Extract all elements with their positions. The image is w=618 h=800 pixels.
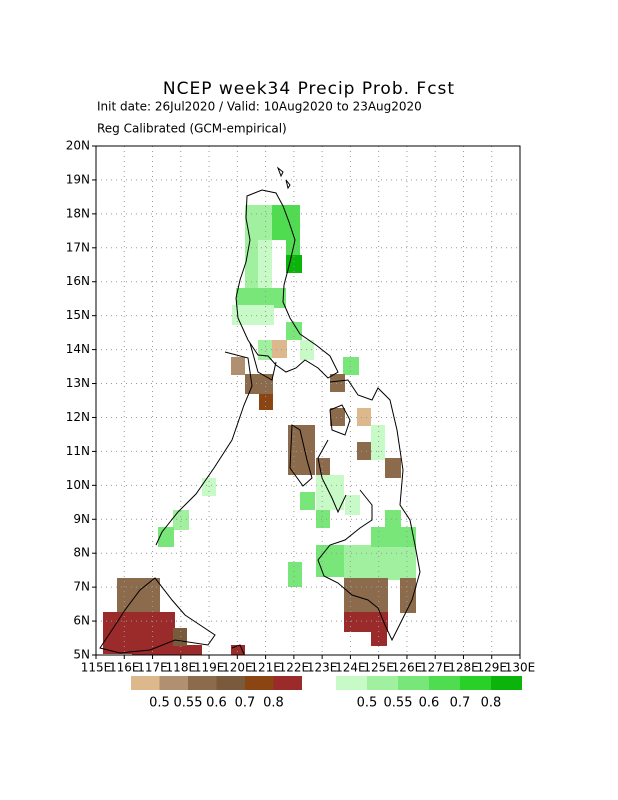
legend-swatch	[245, 676, 274, 690]
x-tick-label: 118E	[166, 661, 197, 675]
forecast-cell	[232, 305, 274, 325]
legend-swatch	[216, 676, 245, 690]
forecast-cell	[272, 205, 300, 240]
method: Reg Calibrated (GCM-empirical)	[97, 122, 287, 136]
legend-swatch	[159, 676, 188, 690]
x-tick-label: 125E	[363, 661, 394, 675]
legend-label: 0.7	[235, 696, 256, 711]
legend-swatch	[398, 676, 429, 690]
forecast-cell	[288, 425, 315, 475]
x-tick-label: 122E	[279, 661, 310, 675]
y-tick-label: 7N	[73, 580, 90, 594]
forecast-cell	[344, 545, 416, 580]
y-tick-label: 6N	[73, 614, 90, 628]
forecast-cell	[258, 340, 272, 360]
y-tick-label: 20N	[66, 139, 90, 153]
x-tick-label: 121E	[250, 661, 281, 675]
legend-label: 0.5	[357, 696, 378, 711]
legend-swatch	[429, 676, 460, 690]
y-tick-label: 17N	[66, 240, 90, 254]
forecast-cell	[316, 458, 330, 476]
y-tick-label: 19N	[66, 172, 90, 186]
forecast-cell	[300, 492, 315, 510]
y-tick-label: 10N	[66, 478, 90, 492]
forecast-cell	[288, 562, 302, 587]
map-frame	[95, 145, 521, 656]
forecast-cell	[385, 458, 401, 478]
x-tick-label: 127E	[420, 661, 451, 675]
forecast-cell	[316, 475, 344, 510]
forecast-cell	[371, 527, 416, 547]
legend-label: 0.8	[263, 696, 284, 711]
forecast-cell	[330, 374, 345, 392]
y-tick-label: 12N	[66, 410, 90, 424]
y-tick-label: 13N	[66, 376, 90, 390]
legend-swatch	[188, 676, 217, 690]
x-tick-label: 119E	[194, 661, 225, 675]
coastline	[99, 166, 421, 655]
forecast-cell	[357, 408, 371, 426]
legend-label: 0.5	[149, 696, 170, 711]
legend-label: 0.6	[419, 696, 440, 711]
legend-label: 0.7	[450, 696, 471, 711]
x-tick-label: 120E	[222, 661, 253, 675]
legend-swatch	[460, 676, 491, 690]
legend-swatch	[367, 676, 398, 690]
y-tick-label: 11N	[66, 444, 90, 458]
legend-label: 0.6	[206, 696, 227, 711]
forecast-cell	[117, 578, 160, 613]
forecast-cell	[286, 255, 302, 273]
y-tick-label: 18N	[66, 206, 90, 220]
forecast-cell	[371, 425, 385, 460]
forecast-cell	[357, 442, 372, 460]
forecast-cell	[272, 340, 287, 358]
legend-label: 0.55	[384, 696, 413, 711]
y-tick-label: 14N	[66, 342, 90, 356]
x-tick-label: 117E	[137, 661, 168, 675]
forecast-cell	[173, 628, 187, 646]
y-tick-label: 9N	[73, 512, 90, 526]
x-tick-label: 115E	[81, 661, 112, 675]
forecast-cell	[345, 495, 360, 515]
forecast-cell	[385, 510, 401, 530]
legend-label: 0.55	[174, 696, 203, 711]
x-tick-label: 124E	[335, 661, 366, 675]
legend-swatch	[491, 676, 522, 690]
forecast-cell	[316, 545, 344, 577]
forecast-cell	[245, 374, 273, 394]
y-tick-label: 16N	[66, 274, 90, 288]
forecast-cell	[344, 612, 388, 632]
legend-swatch	[336, 676, 367, 690]
x-tick-label: 126E	[392, 661, 423, 675]
forecast-cell	[231, 357, 245, 375]
forecast-cell	[158, 527, 174, 547]
subtitle: Init date: 26Jul2020 / Valid: 10Aug2020 …	[97, 100, 422, 114]
forecast-cell	[132, 645, 202, 655]
y-tick-label: 8N	[73, 546, 90, 560]
legend-label: 0.8	[481, 696, 502, 711]
forecast-cell	[343, 357, 359, 375]
forecast-cell	[231, 645, 245, 655]
forecast-cell	[316, 510, 330, 528]
forecast-cell	[330, 408, 345, 426]
x-tick-label: 123E	[307, 661, 338, 675]
x-tick-label: 130E	[505, 661, 536, 675]
y-tick-label: 5N	[73, 648, 90, 662]
x-tick-label: 116E	[109, 661, 140, 675]
y-tick-label: 15N	[66, 308, 90, 322]
legend-swatch	[273, 676, 302, 690]
forecast-cell	[173, 510, 189, 530]
x-tick-label: 129E	[476, 661, 507, 675]
title: NCEP week34 Precip Prob. Fcst	[163, 79, 455, 99]
forecast-cell	[344, 578, 388, 613]
forecast-cell	[236, 288, 286, 308]
legend-swatch	[131, 676, 160, 690]
x-tick-label: 128E	[448, 661, 479, 675]
